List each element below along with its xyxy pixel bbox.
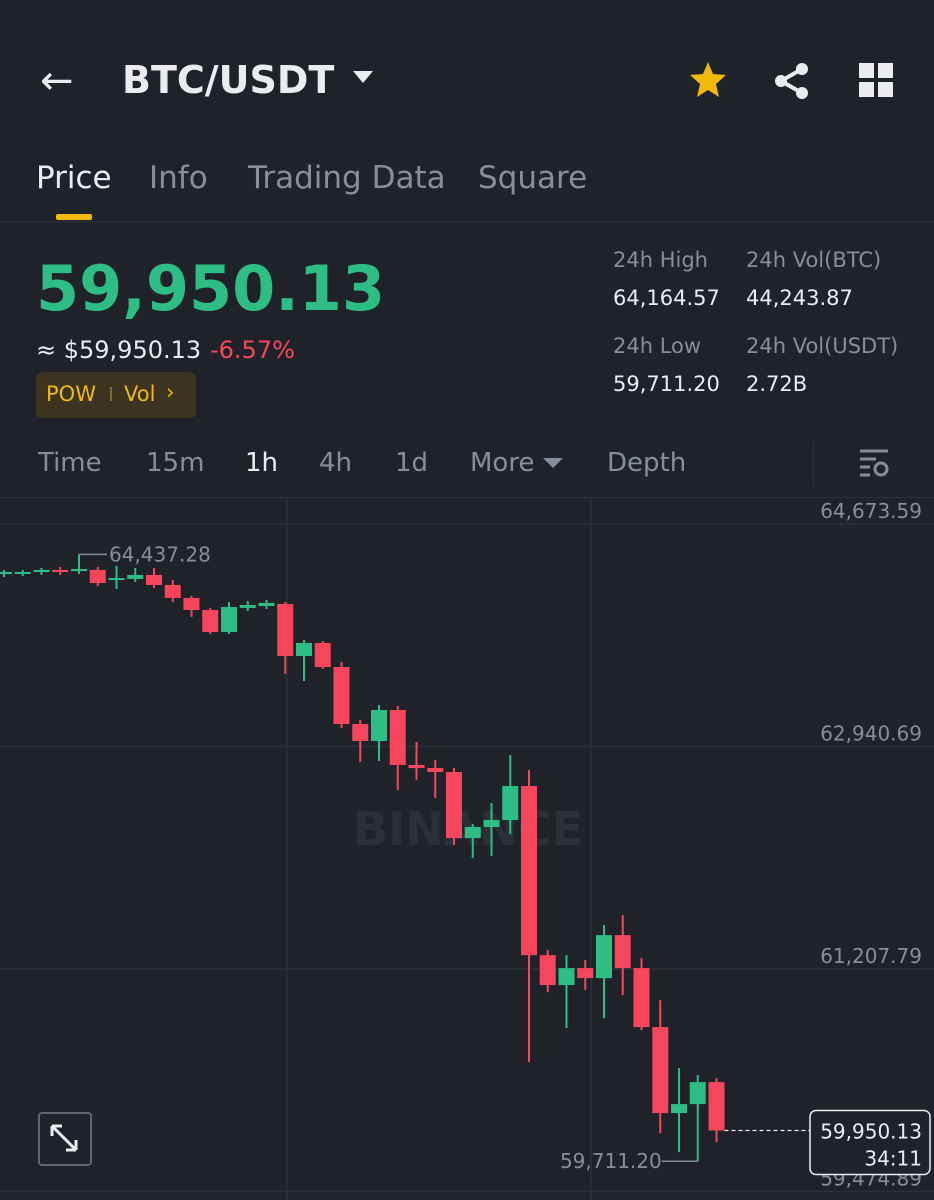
candle-body xyxy=(502,786,519,821)
stat-value: 59,711.20 xyxy=(613,372,720,396)
badge-box[interactable] xyxy=(36,372,196,418)
stat-value: 64,164.57 xyxy=(613,286,720,310)
candle-body xyxy=(708,1082,725,1131)
interval[interactable]: 1d xyxy=(395,448,429,478)
badge-sep xyxy=(110,387,112,401)
candle-body xyxy=(296,642,312,656)
candle-body xyxy=(52,569,69,572)
stat-value: 44,243.87 xyxy=(746,286,853,310)
candle-body xyxy=(671,1104,687,1114)
candle-body xyxy=(371,710,387,741)
candle-body xyxy=(164,584,181,598)
interval[interactable]: Depth xyxy=(607,448,687,478)
candle-body xyxy=(314,642,331,668)
candle-body xyxy=(71,569,87,572)
interval[interactable]: Time xyxy=(38,448,102,478)
candle-body xyxy=(464,826,481,839)
last-price: 59,950.13 xyxy=(36,252,386,325)
candle-body xyxy=(558,968,575,986)
stat-label: 24h High xyxy=(613,248,708,272)
badge-arrow: › xyxy=(166,380,175,404)
countdown: 34:11 xyxy=(864,1147,922,1171)
fullscreen-icon xyxy=(50,1124,78,1152)
candle-body xyxy=(389,710,406,765)
candle-body xyxy=(539,955,556,986)
candle-body xyxy=(446,772,462,839)
candle-body xyxy=(483,820,500,827)
divider xyxy=(0,221,934,222)
candle-body xyxy=(221,607,237,632)
divider xyxy=(0,497,934,498)
badge[interactable]: POW xyxy=(46,382,96,406)
tab[interactable]: Price xyxy=(36,160,112,196)
candle-body xyxy=(14,571,31,574)
candle-body xyxy=(408,764,425,769)
y-tick-label: 64,673.59 xyxy=(820,499,922,523)
last-price-label: 59,950.13 xyxy=(820,1120,922,1144)
interval[interactable]: 15m xyxy=(146,448,205,478)
tab-indicator xyxy=(56,214,92,220)
badge[interactable]: Vol xyxy=(124,382,156,406)
stat-value: 2.72B xyxy=(746,372,808,396)
stat-label: 24h Vol(BTC) xyxy=(746,248,882,272)
candle-body xyxy=(258,602,275,607)
tab[interactable]: Trading Data xyxy=(248,160,446,196)
stat-label: 24h Vol(USDT) xyxy=(746,334,899,358)
candle-body xyxy=(427,768,444,773)
candle-body xyxy=(0,571,12,575)
share-icon[interactable] xyxy=(773,62,811,100)
candle-body xyxy=(633,968,650,1028)
stat-label: 24h Low xyxy=(613,334,702,358)
tab[interactable]: Info xyxy=(149,160,208,196)
candle-body xyxy=(183,597,200,610)
candle-body xyxy=(277,603,294,656)
more-arrow xyxy=(543,458,563,468)
chart-settings-icon[interactable] xyxy=(858,448,890,478)
usd-price: ≈ $59,950.13 xyxy=(36,336,202,364)
grid-icon[interactable] xyxy=(859,63,893,97)
interval[interactable]: More xyxy=(470,448,535,478)
fullscreen-button[interactable] xyxy=(38,1112,92,1166)
candle-body xyxy=(127,574,144,579)
candle-body xyxy=(89,569,106,584)
candle-body xyxy=(689,1082,706,1105)
candle-body xyxy=(652,1027,669,1114)
pair-title[interactable]: BTC/USDT xyxy=(122,58,335,102)
candle-body xyxy=(333,667,350,725)
back-button[interactable]: ← xyxy=(40,58,74,104)
candle-body xyxy=(108,578,125,581)
interval[interactable]: 4h xyxy=(319,448,353,478)
candle-body xyxy=(239,604,256,608)
candle-body xyxy=(521,786,537,956)
low-marker-label: 59,711.20 xyxy=(560,1149,662,1173)
high-marker-label: 64,437.28 xyxy=(109,542,211,566)
candle-body xyxy=(352,724,369,741)
candle-body xyxy=(146,574,162,585)
candle-body xyxy=(596,935,612,979)
candle-body xyxy=(614,935,631,969)
last-price-box xyxy=(809,1109,931,1176)
divider xyxy=(813,442,814,486)
tab[interactable]: Square xyxy=(478,160,588,196)
y-tick-label: 62,940.69 xyxy=(820,722,922,746)
favorite-icon[interactable] xyxy=(688,60,728,100)
price-change: -6.57% xyxy=(210,336,295,364)
interval[interactable]: 1h xyxy=(245,448,279,478)
y-tick-label: 61,207.79 xyxy=(820,944,922,968)
dropdown-icon[interactable] xyxy=(352,70,374,84)
candle-body xyxy=(202,609,219,632)
candle-body xyxy=(577,968,594,979)
candle-body xyxy=(33,569,50,572)
